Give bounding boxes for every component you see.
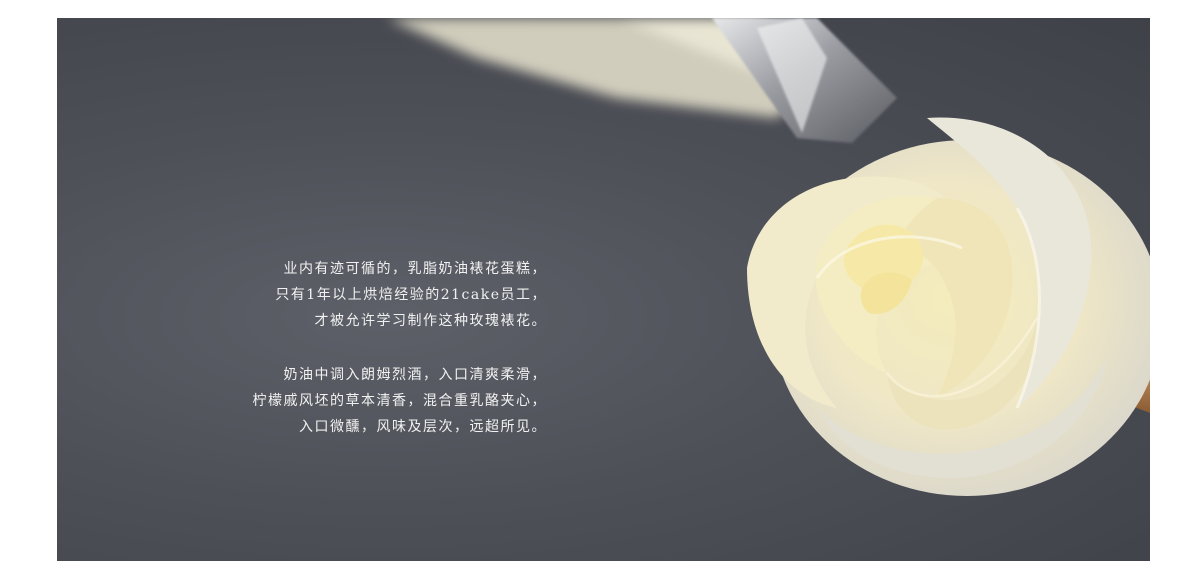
paragraph-2: 奶油中调入朗姆烈酒，入口清爽柔滑， 柠檬戚风坯的草本清香，混合重乳酪夹心， 入口… [253, 362, 548, 440]
paragraph-1-line-3: 才被允许学习制作这种玫瑰裱花。 [314, 313, 547, 329]
paragraph-1-line-1: 业内有迹可循的，乳脂奶油裱花蛋糕， [283, 261, 547, 277]
paragraph-2-line-2: 柠檬戚风坯的草本清香，混合重乳酪夹心， [252, 393, 547, 409]
rose-shape [747, 117, 1150, 496]
paragraph-2-line-1: 奶油中调入朗姆烈酒，入口清爽柔滑， [283, 367, 547, 383]
cream-rose-photo [387, 18, 1150, 496]
paragraph-1: 业内有迹可循的，乳脂奶油裱花蛋糕， 只有1年以上烘焙经验的21cake员工， 才… [253, 256, 548, 334]
description-text: 业内有迹可循的，乳脂奶油裱花蛋糕， 只有1年以上烘焙经验的21cake员工， 才… [253, 256, 548, 440]
paragraph-1-line-2: 只有1年以上烘焙经验的21cake员工， [275, 287, 547, 303]
hero-banner: 业内有迹可循的，乳脂奶油裱花蛋糕， 只有1年以上烘焙经验的21cake员工， 才… [57, 18, 1150, 561]
nozzle-shape [712, 18, 897, 143]
paragraph-2-line-3: 入口微醺，风味及层次，远超所见。 [299, 419, 547, 435]
